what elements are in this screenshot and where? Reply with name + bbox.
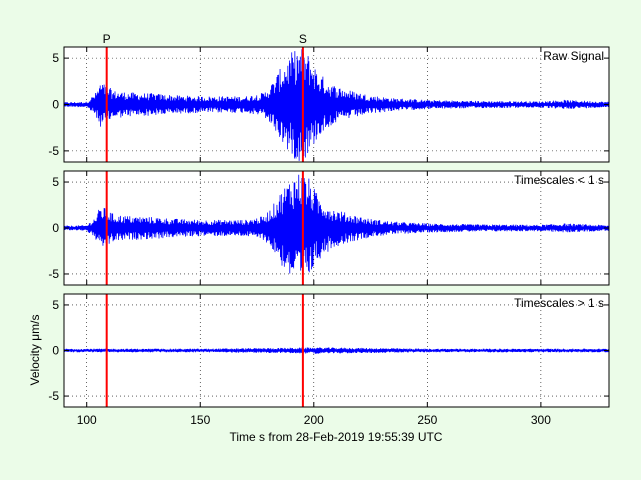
waveform-trace <box>64 49 609 161</box>
y-tick-label: 5 <box>52 298 59 312</box>
y-tick-label: -5 <box>48 267 59 281</box>
x-tick-label: 250 <box>417 413 437 427</box>
y-axis-label: Velocity μm/s <box>28 315 42 386</box>
x-tick-label: 300 <box>531 413 551 427</box>
x-tick-label: 100 <box>77 413 97 427</box>
x-tick-label: 200 <box>304 413 324 427</box>
panel-title: Timescales > 1 s <box>514 296 604 310</box>
waveform-trace <box>64 174 609 274</box>
y-tick-label: -5 <box>48 389 59 403</box>
panel-title: Timescales < 1 s <box>514 173 604 187</box>
y-tick-label: 0 <box>52 98 59 112</box>
x-axis-label: Time s from 28-Feb-2019 19:55:39 UTC <box>230 430 443 444</box>
y-tick-label: 0 <box>52 344 59 358</box>
pick-label-p: P <box>103 32 111 46</box>
panel-1: 5 0 -5 Raw Signal P S <box>48 32 610 163</box>
y-tick-label: 5 <box>52 175 59 189</box>
panel-title: Raw Signal <box>543 49 604 63</box>
y-tick-label: 0 <box>52 221 59 235</box>
y-tick-label: 5 <box>52 51 59 65</box>
waveform-trace <box>64 347 609 354</box>
x-tick-label: 150 <box>190 413 210 427</box>
panel-3: 5 0 -5 Timescales > 1 s 100 150 200 250 300 <box>48 293 610 427</box>
y-tick-label: -5 <box>48 144 59 158</box>
panels: 5 0 -5 Raw Signal P S 5 0 -5 Timescales < 1 s 5 0 -5… <box>48 32 610 427</box>
panel-2: 5 0 -5 Timescales < 1 s <box>48 170 610 286</box>
pick-label-s: S <box>299 32 307 46</box>
